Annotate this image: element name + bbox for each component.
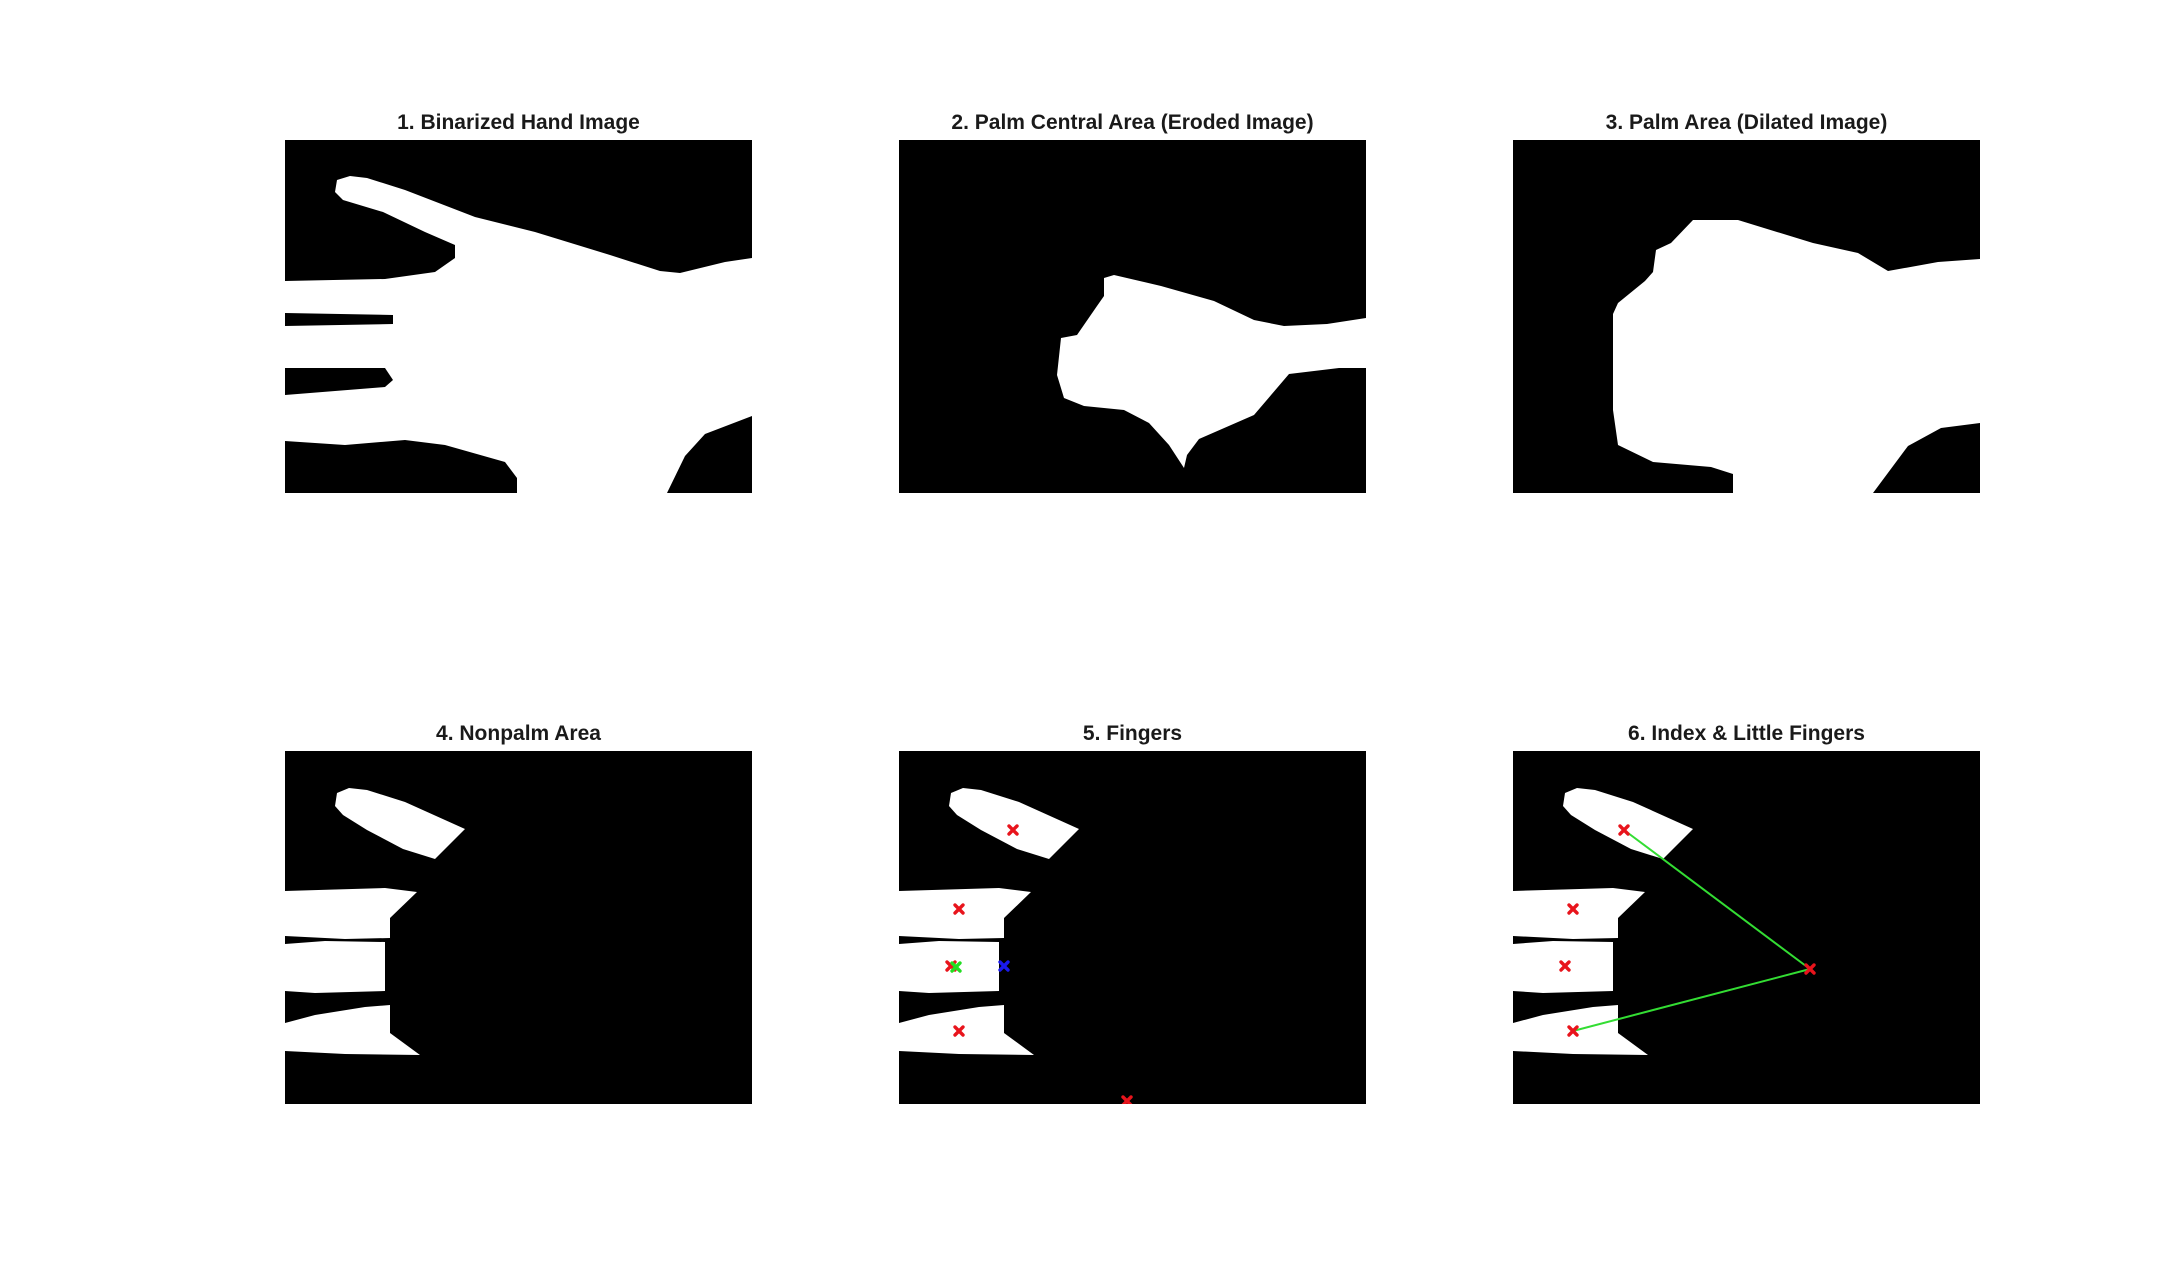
nonpalm-image (285, 751, 752, 1104)
index-little-fingers-image (1513, 751, 1980, 1104)
finger-region-middle-lower (285, 941, 385, 993)
eroded-palm-image (899, 140, 1366, 493)
panel-index-little-fingers: 6. Index & Little Fingers (1513, 751, 1980, 1104)
binarized-hand-image (285, 140, 752, 493)
panel-title: 5. Fingers (899, 721, 1366, 747)
panel-title: 2. Palm Central Area (Eroded Image) (899, 110, 1366, 136)
panel-palm-area: 3. Palm Area (Dilated Image) (1513, 140, 1980, 493)
panel-nonpalm-area: 4. Nonpalm Area (285, 751, 752, 1104)
panel-title: 4. Nonpalm Area (285, 721, 752, 747)
fingers-image (899, 751, 1366, 1104)
panel-palm-central-area: 2. Palm Central Area (Eroded Image) (899, 140, 1366, 493)
panel-title: 3. Palm Area (Dilated Image) (1513, 110, 1980, 136)
panel-binarized-hand: 1. Binarized Hand Image (285, 140, 752, 493)
panel-title: 1. Binarized Hand Image (285, 110, 752, 136)
panel-title: 6. Index & Little Fingers (1513, 721, 1980, 747)
panel-fingers: 5. Fingers (899, 751, 1366, 1104)
dilated-palm-image (1513, 140, 1980, 493)
